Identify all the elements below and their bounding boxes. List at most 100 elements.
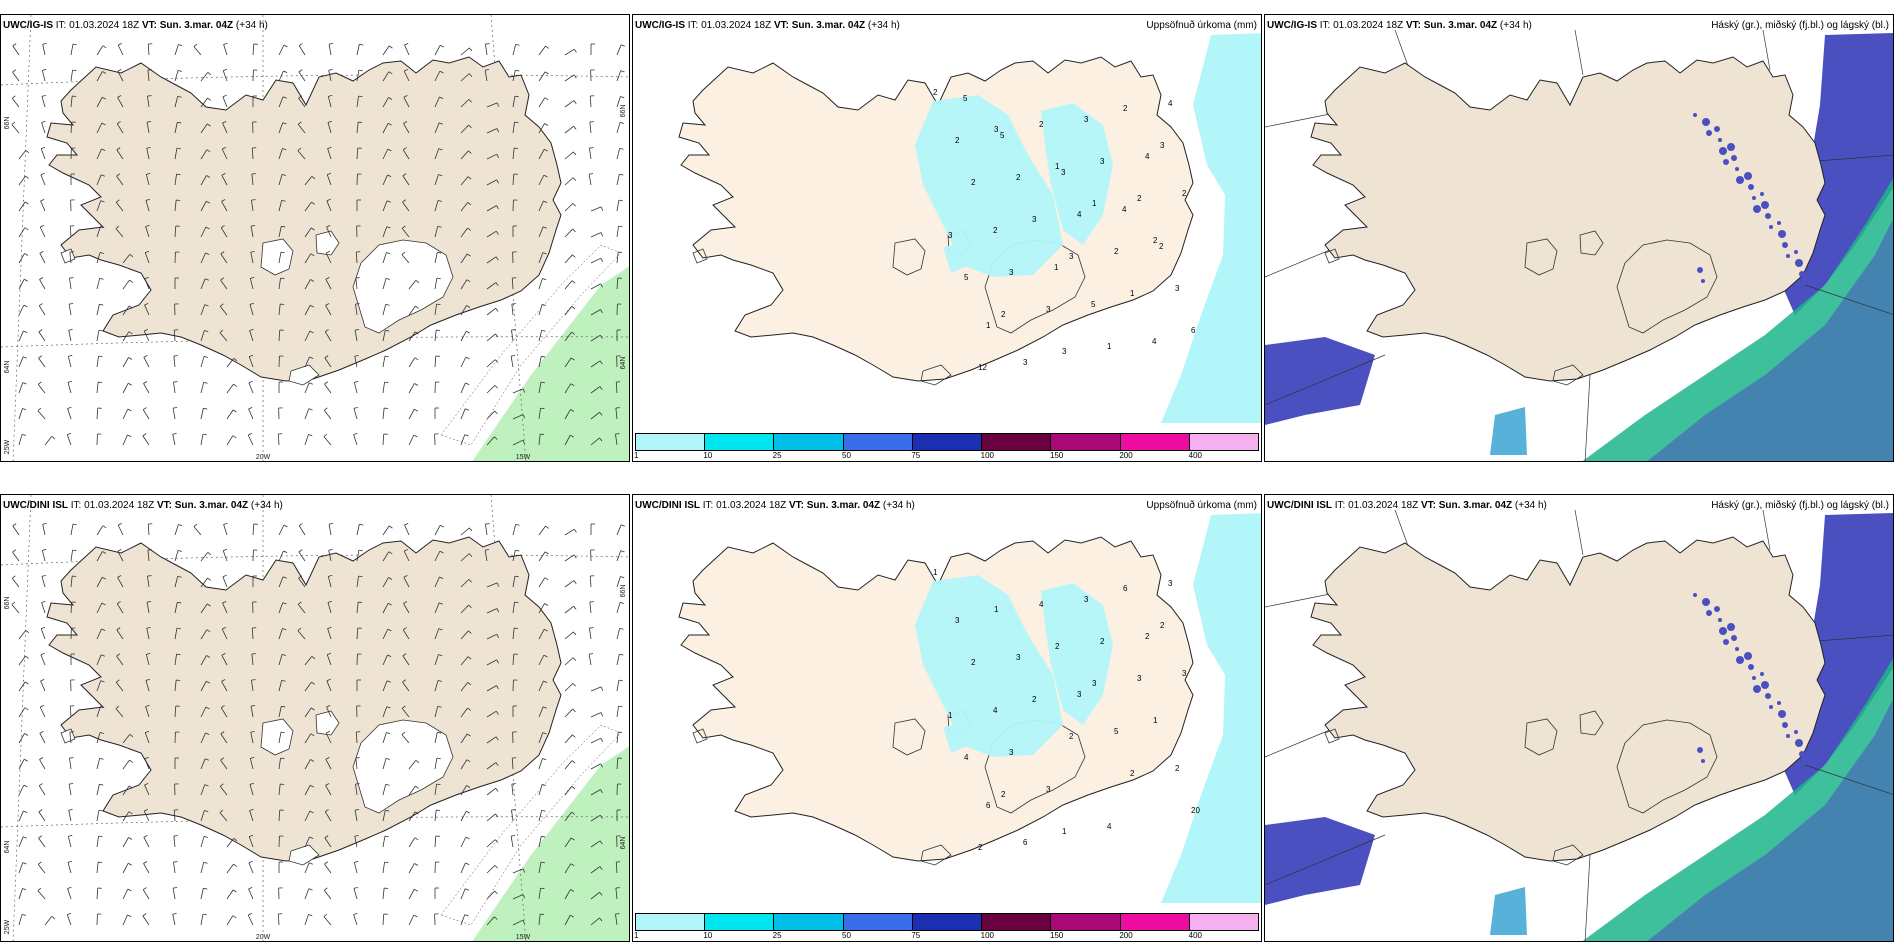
legend-swatch — [912, 434, 983, 450]
vt-label: VT: — [156, 500, 172, 511]
map-panel-r2c3: UWC/DINI ISL IT: 01.03.2024 18Z VT: Sun.… — [1264, 494, 1894, 942]
legend-tick: 1 — [634, 931, 639, 940]
legend-tick: 25 — [772, 451, 782, 460]
legend-tick: 400 — [1188, 451, 1203, 460]
map-panel-r2c2: 1 1 2 3 1 4 2 1 6 2 2 2 2 2 20 2 4 2 3 1 3 3 4 3 3 3 3 5 2 6 6 3 2 3 4 UWC/… — [632, 494, 1262, 942]
precip-value: 1 — [1130, 289, 1135, 298]
precip-value: 3 — [1168, 579, 1173, 588]
glacier-outline-3 — [920, 364, 952, 386]
iceland-land — [1310, 56, 1826, 382]
map-canvas: 66N 64N 25W 20W 15W 66N 64N — [1, 15, 629, 461]
precip-value: 4 — [1122, 205, 1127, 214]
legend-tick: 75 — [911, 931, 921, 940]
precip-value: 4 — [1145, 152, 1150, 161]
high-cloud-s — [1490, 887, 1527, 935]
precip-value: 5 — [964, 273, 969, 282]
model-name: UWC/DINI ISL — [3, 500, 68, 511]
field-name: Háský (gr.), miðský (fj.bl.) og lágský (… — [1711, 20, 1889, 31]
precip-value: 6 — [986, 801, 991, 810]
wind-band — [472, 746, 629, 941]
precip-value: 1 — [1062, 827, 1067, 836]
precip-value: 2 — [1069, 732, 1074, 741]
precip-area-1 — [1041, 583, 1113, 725]
lead-time: (+34 h) — [250, 500, 283, 511]
vt-label: VT: — [773, 20, 789, 31]
legend-swatch — [774, 914, 844, 930]
glacier-outline-4 — [1324, 248, 1340, 264]
grid-label-1: 64N — [4, 841, 11, 854]
precip-legend — [635, 433, 1259, 451]
precip-value: 2 — [955, 136, 960, 145]
precip-value: 2 — [1159, 242, 1164, 251]
panel-title: UWC/DINI ISL IT: 01.03.2024 18Z VT: Sun.… — [635, 500, 915, 511]
glacier-3 — [288, 844, 320, 866]
precip-value: 2 — [1055, 642, 1060, 651]
legend-swatch — [1051, 914, 1121, 930]
glacier-outline-1 — [892, 718, 926, 756]
wind-barbs — [11, 42, 625, 446]
glacier-4 — [60, 728, 76, 744]
grid-label-3: 20W — [256, 934, 271, 941]
precip-value: 3 — [1100, 157, 1105, 166]
legend-tick: 150 — [1050, 931, 1064, 940]
glacier-outline-1 — [1524, 238, 1558, 276]
glacier-outline-3 — [1552, 844, 1584, 866]
panel-title: UWC/IG-IS IT: 01.03.2024 18Z VT: Sun. 3.… — [635, 20, 900, 31]
precip-value: 5 — [1091, 300, 1096, 309]
grid-label-3: 20W — [256, 454, 271, 461]
panel-title: UWC/DINI ISL IT: 01.03.2024 18Z VT: Sun.… — [1267, 500, 1547, 511]
glacier-1 — [260, 718, 294, 756]
precip-value: 3 — [1046, 305, 1051, 314]
glacier-outline-3 — [920, 844, 952, 866]
precip-value: 3 — [1009, 268, 1014, 277]
legend-swatch — [636, 434, 706, 450]
legend-tick: 400 — [1188, 931, 1203, 940]
precip-value: 3 — [1032, 215, 1037, 224]
low-cloud-se — [1647, 699, 1893, 941]
precip-value: 3 — [1175, 284, 1180, 293]
field-name: Uppsöfnuð úrkoma (mm) — [1146, 500, 1257, 511]
low-cloud-se — [1647, 219, 1893, 461]
precip-area-1 — [1041, 103, 1113, 245]
precip-value: 3 — [1160, 141, 1165, 150]
sea-precip — [1161, 513, 1261, 903]
low-cloud-sw — [1265, 337, 1375, 425]
precip-value: 5 — [1000, 131, 1005, 140]
precip-value: 2 — [933, 88, 938, 97]
precip-value: 1 — [1054, 263, 1059, 272]
precip-value: 2 — [1137, 194, 1142, 203]
model-name: UWC/IG-IS — [635, 20, 685, 31]
precip-area-0 — [915, 575, 1063, 757]
precip-value: 3 — [948, 231, 953, 240]
precip-value: 4 — [1039, 600, 1044, 609]
it-value: 01.03.2024 18Z — [701, 20, 772, 31]
legend-swatch — [912, 914, 983, 930]
glacier-1 — [260, 238, 294, 276]
precip-value: 3 — [1062, 347, 1067, 356]
precip-value: 2 — [1039, 120, 1044, 129]
precip-value: 3 — [1046, 785, 1051, 794]
field-title: Háský (gr.), miðský (fj.bl.) og lágský (… — [1711, 20, 1889, 31]
precip-value: 1 — [1092, 199, 1097, 208]
legend-swatch — [982, 914, 1052, 930]
precip-area-2 — [943, 723, 969, 753]
vt-label: VT: — [1420, 500, 1436, 511]
low-cloud-sw — [1265, 817, 1375, 905]
it-value: 01.03.2024 18Z — [716, 500, 787, 511]
precip-value: 6 — [1123, 584, 1128, 593]
legend-tick: 50 — [842, 451, 851, 460]
it-label: IT: — [687, 20, 699, 31]
precip-value: 3 — [1009, 748, 1014, 757]
lead-time: (+34 h) — [882, 500, 915, 511]
precip-value: 2 — [1160, 621, 1165, 630]
it-value: 01.03.2024 18Z — [69, 20, 140, 31]
grid-label-6: 64N — [620, 357, 627, 370]
glacier-outline-4 — [1324, 728, 1340, 744]
precip-value: 5 — [963, 94, 968, 103]
it-value: 01.03.2024 18Z — [84, 500, 155, 511]
precip-value: 3 — [1182, 669, 1187, 678]
panel-title: UWC/DINI ISL IT: 01.03.2024 18Z VT: Sun.… — [3, 500, 283, 511]
it-label: IT: — [1319, 20, 1331, 31]
glacier-outline-2 — [1579, 230, 1604, 256]
grid-label-6: 64N — [620, 837, 627, 850]
